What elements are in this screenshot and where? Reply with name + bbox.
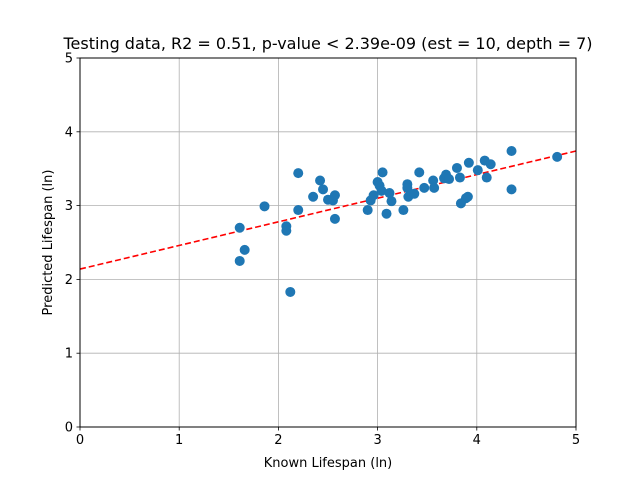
data-point bbox=[362, 205, 373, 216]
data-point bbox=[293, 205, 304, 216]
data-point bbox=[462, 191, 473, 202]
data-point bbox=[506, 184, 517, 195]
data-point bbox=[384, 188, 395, 199]
data-point bbox=[386, 196, 397, 207]
data-point bbox=[506, 145, 517, 156]
data-point bbox=[428, 175, 439, 186]
y-axis-label: Predicted Lifespan (ln) bbox=[41, 170, 56, 316]
x-tick-label: 2 bbox=[274, 433, 282, 448]
x-tick-label: 0 bbox=[76, 433, 84, 448]
data-point bbox=[552, 151, 563, 162]
data-point bbox=[234, 255, 245, 266]
y-tick-label: 2 bbox=[65, 273, 73, 288]
data-point bbox=[402, 182, 413, 193]
data-point bbox=[239, 244, 250, 255]
data-point bbox=[414, 167, 425, 178]
x-tick-label: 1 bbox=[175, 433, 183, 448]
data-point bbox=[259, 201, 270, 212]
regression-line bbox=[79, 150, 577, 270]
data-point bbox=[472, 165, 483, 176]
data-point bbox=[285, 286, 296, 297]
data-point bbox=[234, 222, 245, 233]
data-point bbox=[329, 213, 340, 224]
x-axis-ticks: 0 1 2 3 4 5 bbox=[76, 427, 580, 448]
y-tick-label: 4 bbox=[65, 125, 73, 140]
y-tick-label: 5 bbox=[65, 52, 73, 67]
data-point bbox=[381, 208, 392, 219]
data-point bbox=[293, 168, 304, 179]
y-tick-label: 3 bbox=[65, 199, 73, 214]
data-point bbox=[281, 225, 292, 236]
data-point bbox=[315, 175, 326, 186]
data-point bbox=[451, 162, 462, 173]
data-point bbox=[429, 182, 440, 193]
data-point bbox=[485, 159, 496, 170]
y-axis-ticks: 0 1 2 3 4 5 bbox=[65, 52, 80, 436]
chart-title: Testing data, R2 = 0.51, p-value < 2.39e… bbox=[62, 34, 592, 53]
y-tick-label: 0 bbox=[65, 421, 73, 436]
data-point bbox=[419, 182, 430, 193]
data-point bbox=[481, 172, 492, 183]
data-point bbox=[444, 174, 455, 185]
data-point bbox=[329, 190, 340, 201]
data-point bbox=[409, 188, 420, 199]
data-point bbox=[318, 184, 329, 195]
data-point bbox=[376, 185, 387, 196]
x-axis-label: Known Lifespan (ln) bbox=[264, 456, 393, 471]
x-tick-label: 4 bbox=[473, 433, 481, 448]
data-point bbox=[377, 167, 388, 178]
x-tick-label: 5 bbox=[572, 433, 580, 448]
data-point bbox=[454, 172, 465, 183]
x-tick-label: 3 bbox=[373, 433, 381, 448]
y-tick-label: 1 bbox=[65, 347, 73, 362]
data-point bbox=[308, 191, 319, 202]
data-point bbox=[398, 205, 409, 216]
plot-frame bbox=[79, 57, 577, 428]
fit-line-layer bbox=[79, 150, 577, 270]
data-point bbox=[368, 190, 379, 201]
points-layer bbox=[234, 145, 563, 297]
data-point bbox=[463, 157, 474, 168]
